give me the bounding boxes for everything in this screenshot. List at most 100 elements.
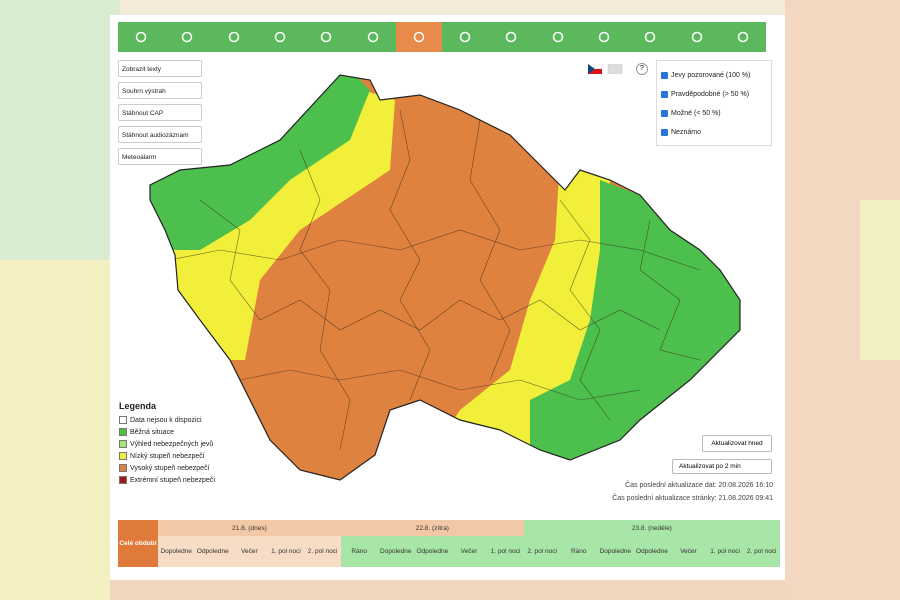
phenomenon-icon[interactable] bbox=[535, 22, 581, 52]
phenomenon-icon[interactable] bbox=[211, 22, 257, 52]
checkbox[interactable] bbox=[661, 91, 668, 98]
update-time: Čas poslední aktualizace stránky: 21.08.… bbox=[612, 495, 773, 502]
time-slot[interactable]: Dopoledne bbox=[377, 536, 415, 567]
filter-label: Pravděpodobné (> 50 %) bbox=[671, 91, 750, 98]
phenomenon-icon[interactable] bbox=[303, 22, 349, 52]
time-slot[interactable]: Odpoledne bbox=[633, 536, 671, 567]
update-time: Čas poslední aktualizace dat: 20.08.2026… bbox=[625, 482, 773, 489]
icon-glyph bbox=[367, 31, 378, 43]
icon-glyph bbox=[321, 31, 332, 43]
action-button[interactable]: Stáhnout audiozáznam bbox=[118, 126, 202, 143]
refresh-button[interactable]: Aktualizovat hned bbox=[702, 435, 772, 452]
checkbox[interactable] bbox=[661, 110, 668, 117]
time-slot[interactable]: Večer bbox=[450, 536, 488, 567]
phenomenon-icon[interactable] bbox=[395, 22, 442, 52]
timeline-day: 22.8. (zítra) Ráno Dopoledne Odpoledne Večer… bbox=[340, 520, 524, 567]
time-slot[interactable]: 2. pol noci bbox=[743, 536, 780, 567]
icon-glyph bbox=[691, 31, 702, 43]
legend-label: Nízký stupeň nebezpečí bbox=[130, 452, 205, 460]
time-slot[interactable]: Ráno bbox=[340, 536, 378, 567]
help-icon[interactable]: ? bbox=[636, 63, 648, 75]
time-slot[interactable]: Odpoledne bbox=[414, 536, 451, 567]
filter-option[interactable]: Jevy pozorované (100 %) bbox=[661, 66, 767, 85]
day-slots: 2. pol noci Ráno Dopoledne Odpoledne Večer 1.… bbox=[523, 536, 780, 567]
flag-cz-part bbox=[588, 64, 595, 74]
time-slot[interactable]: 1. pol noci bbox=[706, 536, 744, 567]
time-slot[interactable]: 2. pol noci bbox=[523, 536, 561, 567]
legend-item: Výhled nebezpečných jevů bbox=[119, 438, 215, 450]
icon-glyph bbox=[413, 31, 425, 43]
filter-label: Jevy pozorované (100 %) bbox=[671, 72, 751, 79]
time-slot[interactable]: 1. pol noci bbox=[267, 536, 305, 567]
legend-item: Data nejsou k dispozici bbox=[119, 414, 215, 426]
filter-label: Možné (< 50 %) bbox=[671, 110, 721, 117]
icon-glyph bbox=[552, 31, 563, 43]
phenomenon-icon[interactable] bbox=[627, 22, 673, 52]
phenomena-toolbar bbox=[118, 22, 766, 52]
checkbox[interactable] bbox=[661, 129, 668, 136]
action-button[interactable]: Stáhnout CAP bbox=[118, 104, 202, 121]
legend-swatch bbox=[119, 464, 127, 472]
district-borders bbox=[169, 109, 701, 451]
flag-en[interactable] bbox=[607, 64, 623, 74]
refresh-select[interactable]: Aktualizovat po 2 min bbox=[672, 459, 772, 474]
timeline-day: 21.8. (dnes) Dopoledne Odpoledne Večer 1. po… bbox=[157, 520, 341, 567]
legend: Legenda Data nejsou k dispozici Běžná situ… bbox=[119, 401, 215, 486]
checkbox[interactable] bbox=[661, 72, 668, 79]
phenomenon-icon[interactable] bbox=[257, 22, 303, 52]
whole-period[interactable]: Celé období bbox=[118, 520, 158, 567]
phenomenon-icon[interactable] bbox=[442, 22, 488, 52]
icon-glyph bbox=[644, 31, 656, 43]
icon-glyph bbox=[459, 31, 471, 43]
filter-option[interactable]: Možné (< 50 %) bbox=[661, 104, 767, 123]
icon-glyph bbox=[506, 31, 517, 43]
legend-title: Legenda bbox=[119, 401, 157, 411]
legend-label: Extrémní stupeň nebezpečí bbox=[130, 476, 216, 484]
legend-swatch bbox=[119, 452, 127, 460]
time-slot[interactable]: Ráno bbox=[560, 536, 598, 567]
phenomenon-icon[interactable] bbox=[349, 22, 395, 52]
icon-glyph bbox=[737, 31, 749, 43]
time-slot[interactable]: Večer bbox=[231, 536, 268, 567]
day-header[interactable]: 22.8. (zítra) bbox=[340, 520, 524, 536]
phenomenon-icon[interactable] bbox=[164, 22, 210, 52]
filter-option[interactable]: Pravděpodobné (> 50 %) bbox=[661, 85, 767, 104]
map bbox=[149, 74, 741, 481]
icon-glyph bbox=[135, 31, 147, 43]
legend-label: Běžná situace bbox=[130, 428, 174, 436]
phenomenon-icon[interactable] bbox=[488, 22, 534, 52]
time-slot[interactable]: Večer bbox=[670, 536, 707, 567]
action-button[interactable]: Meteoalarm bbox=[118, 148, 202, 165]
phenomenon-icon[interactable] bbox=[581, 22, 627, 52]
icon-glyph bbox=[598, 31, 610, 43]
action-button[interactable]: Souhrn výstrah bbox=[118, 82, 202, 99]
legend-item: Nízký stupeň nebezpečí bbox=[119, 450, 215, 462]
phenomenon-icon[interactable] bbox=[720, 22, 766, 52]
legend-item: Extrémní stupeň nebezpečí bbox=[119, 474, 215, 486]
language-flags bbox=[588, 64, 623, 74]
flag-cz-part bbox=[588, 69, 602, 74]
filter-label: Neznámo bbox=[671, 129, 701, 136]
phenomenon-icon[interactable] bbox=[673, 22, 719, 52]
day-slots: Ráno Dopoledne Odpoledne Večer 1. pol noci bbox=[340, 536, 524, 567]
day-slots: Dopoledne Odpoledne Večer 1. pol noci 2. pol… bbox=[157, 536, 341, 567]
legend-swatch bbox=[119, 416, 127, 424]
time-slot[interactable]: Odpoledne bbox=[194, 536, 232, 567]
day-header[interactable]: 21.8. (dnes) bbox=[157, 520, 341, 536]
time-slot[interactable]: Dopoledne bbox=[157, 536, 195, 567]
day-header[interactable]: 23.8. (neděle) bbox=[523, 520, 780, 536]
filter-option[interactable]: Neznámo bbox=[661, 123, 767, 142]
icon-glyph bbox=[182, 31, 193, 43]
action-button[interactable]: Zobrazit texty bbox=[118, 60, 202, 77]
time-slot[interactable]: 2. pol noci bbox=[304, 536, 341, 567]
filter-box: Jevy pozorované (100 %) Pravděpodobné (> … bbox=[656, 60, 772, 146]
legend-item: Běžná situace bbox=[119, 426, 215, 438]
phenomenon-icon[interactable] bbox=[118, 22, 164, 52]
legend-label: Výhled nebezpečných jevů bbox=[130, 440, 214, 448]
time-slot[interactable]: Dopoledne bbox=[597, 536, 634, 567]
legend-swatch bbox=[119, 428, 127, 436]
region-normal bbox=[150, 75, 370, 250]
legend-label: Vysoký stupeň nebezpečí bbox=[130, 464, 210, 472]
time-slot[interactable]: 1. pol noci bbox=[487, 536, 524, 567]
